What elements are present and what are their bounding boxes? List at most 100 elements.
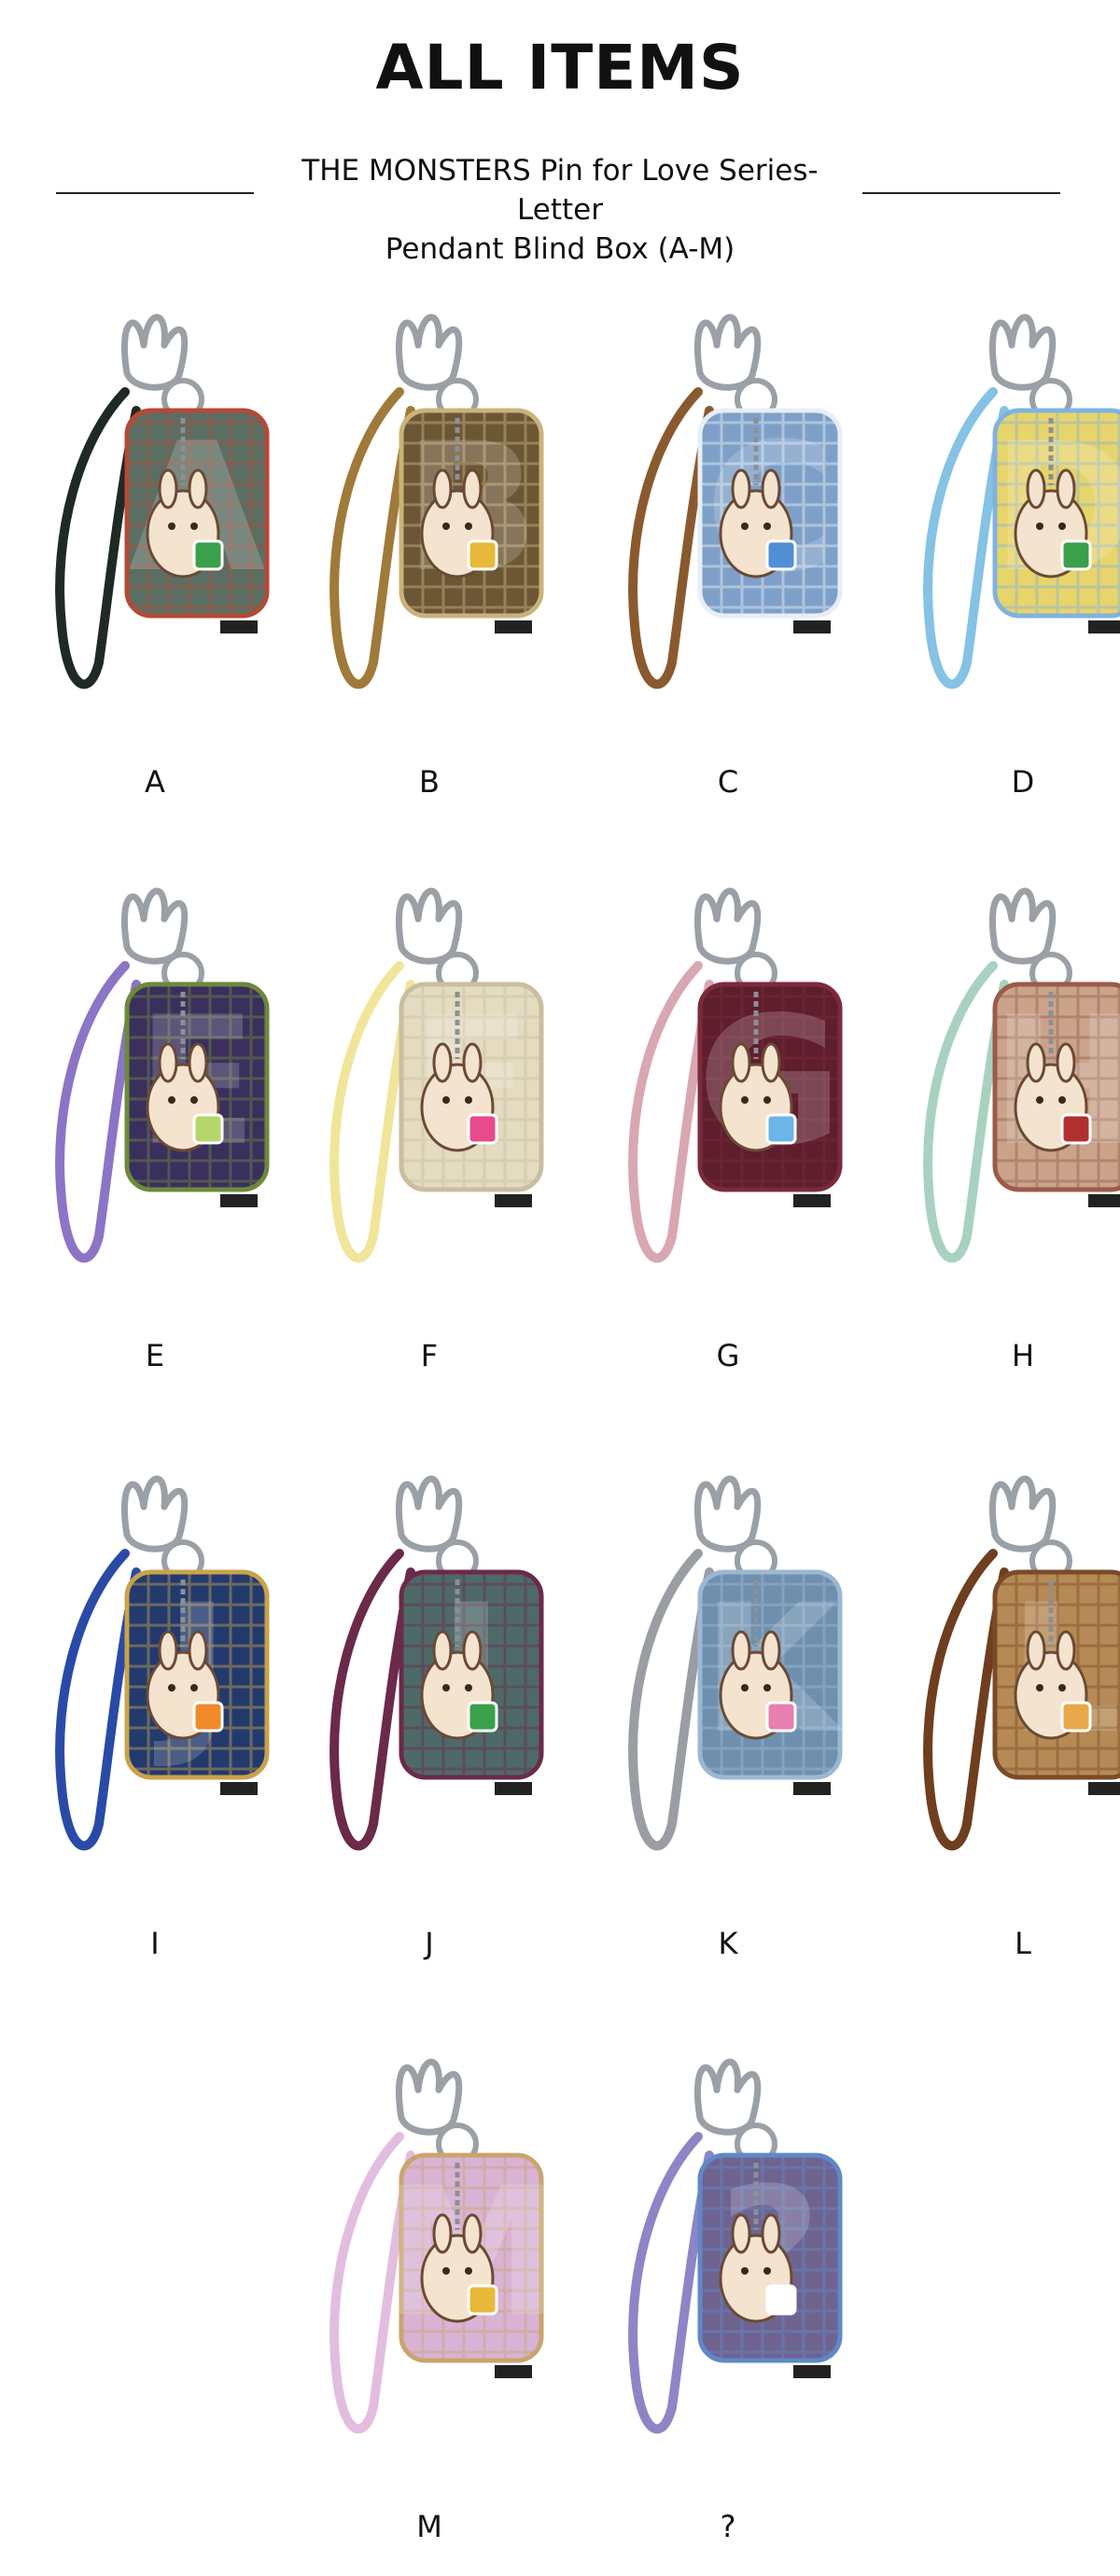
monster-charm-icon [719, 1042, 797, 1152]
strap-icon [628, 1549, 714, 1851]
letter-c-keychain-icon: C [628, 313, 843, 689]
strap-icon [628, 387, 714, 689]
letter-e-keychain-icon: E [55, 887, 270, 1263]
letter-d-keychain-icon: D [923, 313, 1120, 689]
bunny-carabiner-icon [120, 887, 204, 995]
item-card-d: DD [883, 289, 1120, 812]
monster-charm-icon [719, 2213, 797, 2323]
letter-b-keychain-icon: B [329, 313, 544, 689]
item-card-c: CC [588, 289, 868, 812]
brand-tag-icon [793, 1782, 831, 1795]
strap-icon [923, 387, 1009, 689]
letter-f-keychain-icon: F [329, 887, 544, 1263]
monster-charm-icon [420, 2213, 498, 2323]
brand-tag-icon [1088, 1194, 1120, 1207]
strap-icon [329, 387, 415, 689]
item-card-h: HH [883, 863, 1120, 1385]
item-label: B [419, 764, 440, 800]
item-label: E [145, 1338, 165, 1373]
bunny-carabiner-icon [988, 313, 1072, 421]
strap-icon [329, 961, 415, 1263]
item-card-secret: ?? [588, 2034, 868, 2556]
bunny-carabiner-icon [693, 313, 777, 421]
monster-charm-icon [420, 468, 498, 578]
item-label: A [145, 764, 165, 800]
bunny-carabiner-icon [988, 1475, 1072, 1582]
item-label: M [416, 2509, 442, 2544]
letter-g-keychain-icon: G [628, 887, 843, 1263]
letter-patch-icon: G [697, 979, 843, 1192]
item-label: H [1011, 1338, 1035, 1373]
item-card-a: AA [15, 289, 295, 812]
item-label: F [420, 1338, 439, 1373]
letter-k-keychain-icon: K [628, 1475, 844, 1851]
bunny-carabiner-icon [395, 1475, 479, 1582]
strap-icon [923, 1549, 1009, 1851]
strap-icon [329, 1549, 415, 1851]
strap-icon [628, 961, 714, 1263]
item-card-b: BB [289, 289, 569, 812]
letter-j-keychain-icon: J [55, 1475, 270, 1851]
item-label: C [717, 764, 739, 800]
brand-tag-icon [793, 620, 831, 634]
page-title: ALL ITEMS [375, 32, 745, 104]
monster-charm-icon [146, 1630, 224, 1740]
brand-tag-icon [495, 620, 532, 634]
letter-a-keychain-icon: A [55, 313, 270, 689]
item-card-i: JI [15, 1451, 295, 1973]
letter-l-keychain-icon: L [923, 1475, 1120, 1851]
brand-tag-icon [495, 1782, 532, 1795]
brand-tag-icon [793, 1194, 831, 1207]
product-subtitle: THE MONSTERS Pin for Love Series-Letter … [261, 151, 859, 269]
item-label: J [425, 1926, 434, 1961]
bunny-carabiner-icon [395, 887, 479, 995]
brand-tag-icon [220, 620, 258, 634]
strap-icon [329, 2132, 415, 2434]
item-label: K [718, 1926, 738, 1961]
item-label: L [1015, 1926, 1031, 1961]
item-card-f: FF [289, 863, 569, 1385]
strap-icon [923, 961, 1009, 1263]
secret-question-keychain-icon: ? [628, 2058, 843, 2434]
subtitle-rule-left [56, 192, 254, 194]
monster-charm-icon [146, 468, 224, 578]
item-label: D [1011, 764, 1035, 800]
bunny-carabiner-icon [693, 887, 777, 995]
monster-charm-icon [1014, 1630, 1092, 1740]
product-subtitle-line-1: THE MONSTERS Pin for Love Series-Letter [301, 154, 819, 227]
brand-tag-icon [495, 2365, 532, 2378]
bunny-carabiner-icon [693, 1475, 777, 1582]
item-label: ? [720, 2509, 736, 2544]
letter-h-keychain-icon: H [923, 887, 1120, 1263]
item-card-m: MM [289, 2034, 569, 2556]
monster-charm-icon [1014, 468, 1092, 578]
bunny-carabiner-icon [395, 2058, 479, 2165]
monster-charm-icon [146, 1042, 224, 1152]
brand-tag-icon [495, 1194, 532, 1207]
brand-tag-icon [1088, 1782, 1120, 1795]
monster-charm-icon [719, 468, 797, 578]
strap-icon [55, 1549, 141, 1851]
product-subtitle-line-2: Pendant Blind Box (A-M) [385, 232, 735, 266]
monster-charm-icon [420, 1630, 498, 1740]
brand-tag-icon [220, 1782, 258, 1795]
bunny-carabiner-icon [395, 313, 479, 421]
strap-icon [55, 387, 141, 689]
letter-m-keychain-icon: M [329, 2058, 560, 2434]
item-card-e: EE [15, 863, 295, 1385]
brand-tag-icon [1088, 620, 1120, 634]
monster-charm-icon [1014, 1042, 1092, 1152]
brand-tag-icon [220, 1194, 258, 1207]
item-label: I [150, 1926, 160, 1961]
item-label: G [716, 1338, 740, 1373]
item-card-j: IJ [289, 1451, 569, 1973]
strap-icon [55, 961, 141, 1263]
item-card-g: GG [588, 863, 868, 1385]
letter-i-keychain-icon: I [329, 1475, 544, 1851]
bunny-carabiner-icon [120, 313, 204, 421]
strap-icon [628, 2132, 714, 2434]
item-card-l: LL [883, 1451, 1120, 1973]
monster-charm-icon [420, 1042, 498, 1152]
subtitle-rule-right [862, 192, 1060, 194]
bunny-carabiner-icon [988, 887, 1072, 995]
